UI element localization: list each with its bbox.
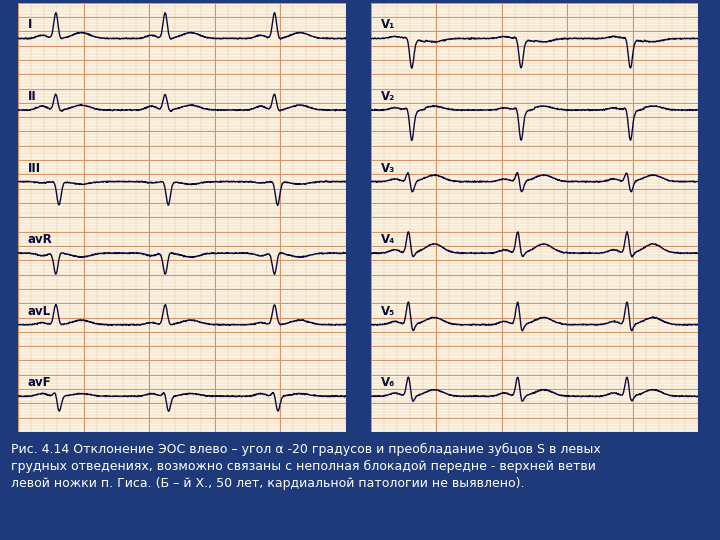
Text: III: III <box>28 161 41 174</box>
Text: Рис. 4.14 Отклонение ЭОС влево – угол α -20 градусов и преобладание зубцов S в л: Рис. 4.14 Отклонение ЭОС влево – угол α … <box>11 443 600 490</box>
Text: V₃: V₃ <box>381 161 395 174</box>
Text: V₁: V₁ <box>381 18 395 31</box>
Text: avF: avF <box>28 376 51 389</box>
Text: V₄: V₄ <box>381 233 395 246</box>
Text: V₂: V₂ <box>381 90 395 103</box>
Text: avR: avR <box>28 233 53 246</box>
Text: avL: avL <box>28 305 51 318</box>
Text: V₆: V₆ <box>381 376 395 389</box>
Text: I: I <box>28 18 32 31</box>
Text: II: II <box>28 90 37 103</box>
Text: V₅: V₅ <box>381 305 395 318</box>
